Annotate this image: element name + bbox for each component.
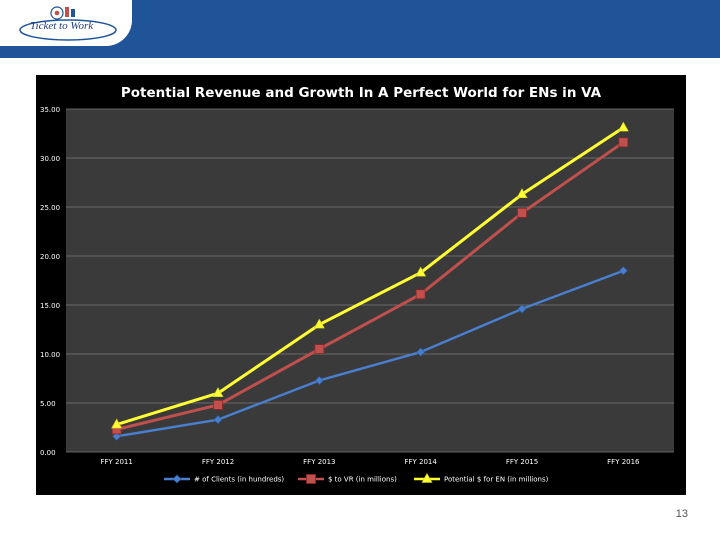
logo-tab: Ticket to Work [0,0,132,46]
x-tick-label: FFY 2016 [607,458,640,466]
y-tick-label: 10.00 [40,351,60,359]
series-line-2 [116,141,625,431]
legend-label: # of Clients (in hundreds) [194,476,284,484]
data-point-series-3 [415,266,427,277]
plot-area [66,109,674,452]
y-tick-label: 35.00 [40,106,60,114]
ticket-to-work-logo-icon [19,6,117,41]
data-point-series-3 [212,387,224,398]
data-point-series-1 [213,415,223,425]
data-point-series-3 [313,318,325,329]
y-tick-label: 20.00 [40,253,60,261]
series-line-3 [116,126,625,426]
line-chart: 0.00 5.00 10.00 15.00 20.00 25.00 30.00 35.00 F… [40,85,674,484]
x-tick-label: FFY 2013 [303,458,335,466]
data-point-series-2 [213,400,223,410]
series-line-1 [116,269,624,438]
y-tick-label: 5.00 [40,400,56,408]
legend-swatch-marker [421,472,433,483]
x-tick-label: FFY 2014 [404,458,437,466]
legend-label: Potential $ for EN (in millions) [444,476,549,484]
data-point-series-2 [415,289,426,300]
y-tick-label: 25.00 [40,204,60,212]
logo-text: Ticket to Work [30,20,94,32]
chart-title: Potential Revenue and Growth In A Perfec… [121,85,602,101]
data-point-series-3 [617,121,629,132]
data-point-series-1 [416,347,426,357]
y-tick-label: 30.00 [40,155,60,163]
legend-swatch-marker [172,474,182,484]
page-number: 13 [675,508,688,520]
x-tick-label: FFY 2011 [100,458,132,466]
legend-swatch-marker [306,474,316,484]
data-point-series-1 [517,304,527,314]
chart-panel: 0.00 5.00 10.00 15.00 20.00 25.00 30.00 35.00 F… [36,75,686,495]
data-point-series-1 [618,266,628,276]
data-point-series-3 [516,188,528,199]
data-point-series-3 [111,418,123,429]
x-tick-label: FFY 2015 [506,458,538,466]
data-point-series-1 [314,376,324,385]
legend-label: $ to VR (in millions) [328,476,397,484]
y-tick-label: 15.00 [40,302,60,310]
data-point-series-2 [517,207,527,218]
x-tick-label: FFY 2012 [202,458,234,466]
y-tick-label: 0.00 [40,449,56,457]
data-point-series-2 [314,344,325,355]
data-point-series-2 [618,137,629,148]
